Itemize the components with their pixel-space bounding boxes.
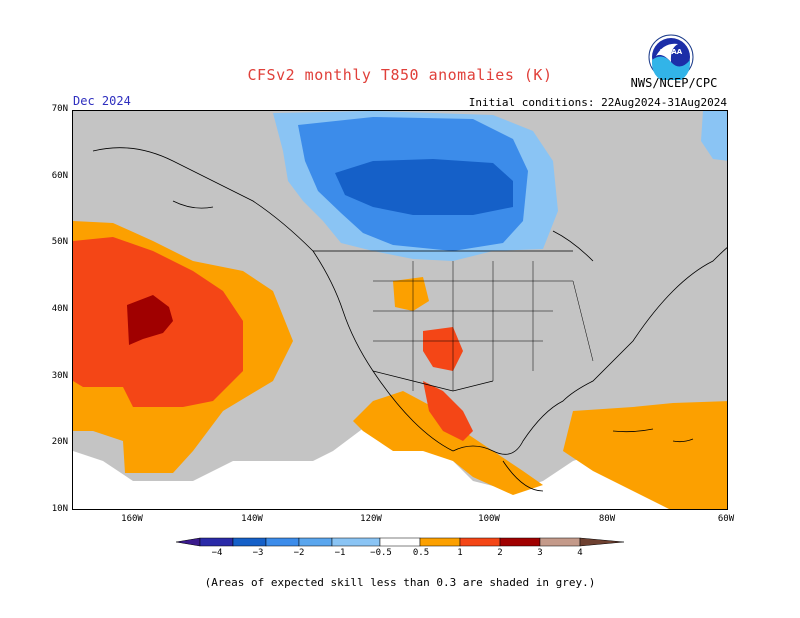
noaa-logo: NOAA: [648, 34, 694, 80]
colorbar-bin: [459, 537, 501, 547]
lon-label: 120W: [360, 514, 382, 524]
map-title: CFSv2 monthly T850 anomalies (K): [247, 66, 553, 84]
cold-anomaly-strong: [335, 159, 513, 215]
coastlines: [92, 147, 727, 492]
lon-label: 140W: [241, 514, 263, 524]
colorbar: [175, 537, 625, 547]
logo-lettering: NOAA: [660, 48, 683, 56]
warm-anomaly-mexico-light: [353, 391, 543, 495]
colorbar-arrow-low: [175, 537, 201, 547]
colorbar-bin: [298, 537, 333, 547]
colorbar-bin: [499, 537, 541, 547]
colorbar-bin: [419, 537, 461, 547]
lat-label: 60N: [51, 171, 68, 181]
anomaly-map: [72, 110, 728, 510]
warm-anomaly-pacific-strong: [127, 295, 173, 345]
colorbar-bin: [379, 537, 421, 547]
colorbar-label: 0.5: [412, 548, 430, 558]
colorbar-bin: [331, 537, 381, 547]
warm-anomaly-mexico-medium: [423, 381, 473, 441]
forecast-month: Dec 2024: [73, 94, 131, 108]
warm-anomaly-caribbean: [563, 401, 727, 509]
skill-footnote: (Areas of expected skill less than 0.3 a…: [204, 576, 596, 589]
colorbar-label: 4: [577, 548, 583, 558]
lon-label: 160W: [121, 514, 143, 524]
warm-anomaly-rockies: [393, 277, 429, 311]
anomaly-map-svg: [73, 111, 727, 509]
colorbar-label: −0.5: [370, 548, 392, 558]
lat-label: 40N: [51, 304, 68, 314]
colorbar-label: −2: [293, 548, 305, 558]
colorbar-label: 1: [457, 548, 463, 558]
colorbar-label: 3: [537, 548, 543, 558]
lat-label: 20N: [51, 437, 68, 447]
colorbar-label: −1: [334, 548, 346, 558]
lat-label: 10N: [51, 504, 68, 514]
colorbar-label: −3: [252, 548, 264, 558]
lon-label: 60W: [717, 514, 735, 524]
lat-label: 70N: [51, 104, 68, 114]
colorbar-bin: [199, 537, 234, 547]
initial-conditions: Initial conditions: 22Aug2024-31Aug2024: [468, 96, 727, 109]
lon-label: 100W: [478, 514, 500, 524]
cold-anomaly-east: [701, 111, 727, 161]
colorbar-bin: [232, 537, 267, 547]
colorbar-arrow-high: [579, 537, 625, 547]
colorbar-label: −4: [211, 548, 223, 558]
lat-label: 30N: [51, 371, 68, 381]
organization: NWS/NCEP/CPC: [630, 76, 718, 90]
colorbar-bin: [265, 537, 300, 547]
state-borders: [373, 261, 594, 391]
colorbar-bin: [539, 537, 581, 547]
lat-label: 50N: [51, 237, 68, 247]
lon-label: 80W: [598, 514, 616, 524]
colorbar-label: 2: [497, 548, 503, 558]
